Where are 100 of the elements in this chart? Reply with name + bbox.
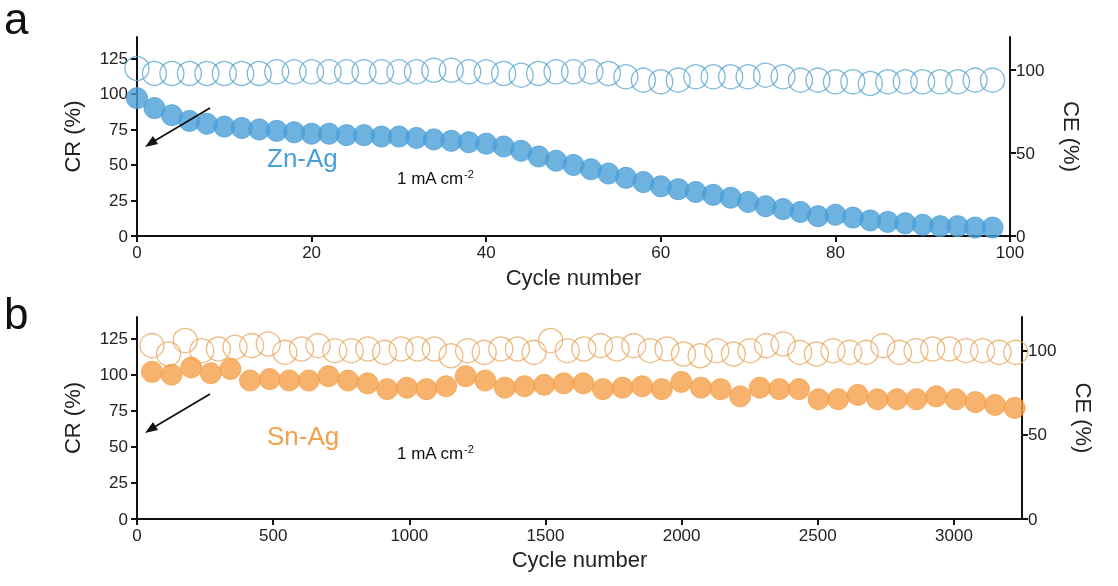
- point: [611, 376, 634, 399]
- x-tick-label: 1500: [526, 526, 565, 545]
- point: [770, 64, 796, 90]
- point: [700, 64, 726, 90]
- point: [630, 67, 656, 93]
- point: [160, 104, 183, 127]
- point: [491, 60, 517, 87]
- point: [272, 339, 298, 365]
- x-tick-label: 100: [995, 243, 1025, 263]
- point: [807, 388, 830, 411]
- point: [654, 336, 680, 362]
- point: [305, 332, 331, 359]
- point: [613, 64, 639, 90]
- point: [591, 378, 614, 401]
- point: [160, 363, 183, 386]
- point: [255, 331, 281, 357]
- point: [853, 339, 879, 365]
- point: [578, 59, 604, 85]
- x-tick-label: 2000: [662, 526, 701, 545]
- x-tick-label: 20: [302, 243, 322, 263]
- point: [969, 338, 996, 364]
- point: [789, 200, 812, 223]
- point: [155, 341, 182, 367]
- point: [704, 338, 730, 364]
- point: [788, 378, 810, 401]
- point: [562, 154, 585, 176]
- point: [471, 339, 497, 365]
- point: [219, 357, 242, 380]
- point: [421, 57, 447, 83]
- point: [870, 332, 896, 359]
- point: [927, 69, 953, 95]
- x-tick-label: 40: [476, 243, 496, 263]
- point: [986, 339, 1012, 365]
- y-tick-label: 125: [99, 329, 128, 349]
- point: [368, 59, 395, 85]
- point: [395, 376, 418, 399]
- point: [353, 124, 375, 147]
- point: [571, 336, 597, 362]
- point: [803, 341, 830, 367]
- y-tick-label: 75: [109, 119, 128, 139]
- point: [709, 378, 732, 401]
- point: [684, 181, 707, 204]
- point: [141, 60, 168, 87]
- point: [632, 171, 655, 194]
- x-axis-title: Cycle number: [511, 547, 648, 573]
- point: [492, 135, 515, 158]
- point: [944, 388, 967, 411]
- point: [748, 376, 771, 399]
- point: [637, 338, 663, 364]
- point: [473, 59, 499, 85]
- point: [538, 327, 564, 354]
- point: [246, 60, 272, 87]
- point: [239, 332, 265, 359]
- point: [288, 336, 315, 362]
- point: [278, 369, 301, 392]
- point: [729, 385, 752, 408]
- point: [333, 59, 360, 85]
- point: [981, 216, 1004, 239]
- series-label: Sn-Ag: [267, 421, 340, 451]
- point: [650, 378, 673, 401]
- x-tick-label: 3000: [935, 526, 973, 545]
- point: [787, 339, 813, 365]
- point: [297, 369, 320, 392]
- point: [886, 388, 909, 411]
- y-tick-label: 100: [99, 84, 128, 104]
- point: [1003, 339, 1029, 365]
- point: [621, 332, 647, 359]
- point: [403, 59, 430, 85]
- y-axis-title: CR (%): [59, 100, 85, 173]
- point: [322, 338, 348, 364]
- point: [194, 60, 220, 87]
- point: [604, 336, 630, 362]
- x-tick-label: 2500: [798, 526, 837, 545]
- point: [768, 378, 791, 401]
- point: [387, 125, 410, 148]
- point: [376, 378, 399, 401]
- point: [587, 332, 614, 359]
- point: [176, 60, 203, 87]
- point: [386, 59, 412, 85]
- point: [141, 360, 163, 383]
- point: [875, 69, 901, 95]
- point: [614, 166, 637, 189]
- point: [820, 338, 846, 364]
- point: [962, 67, 988, 93]
- x-tick-label: 0: [132, 526, 142, 545]
- y-tick-label: 75: [109, 401, 128, 421]
- y2-tick-label: 100: [1016, 60, 1045, 80]
- point: [454, 365, 477, 388]
- point: [317, 365, 340, 388]
- point: [543, 59, 569, 85]
- point: [827, 388, 850, 411]
- y2-tick-label: 100: [1028, 341, 1057, 361]
- point: [984, 394, 1007, 417]
- point: [648, 69, 674, 95]
- point: [258, 368, 281, 391]
- point: [525, 60, 552, 87]
- point: [631, 375, 654, 398]
- point: [936, 336, 962, 362]
- point: [595, 60, 622, 87]
- point: [572, 372, 595, 395]
